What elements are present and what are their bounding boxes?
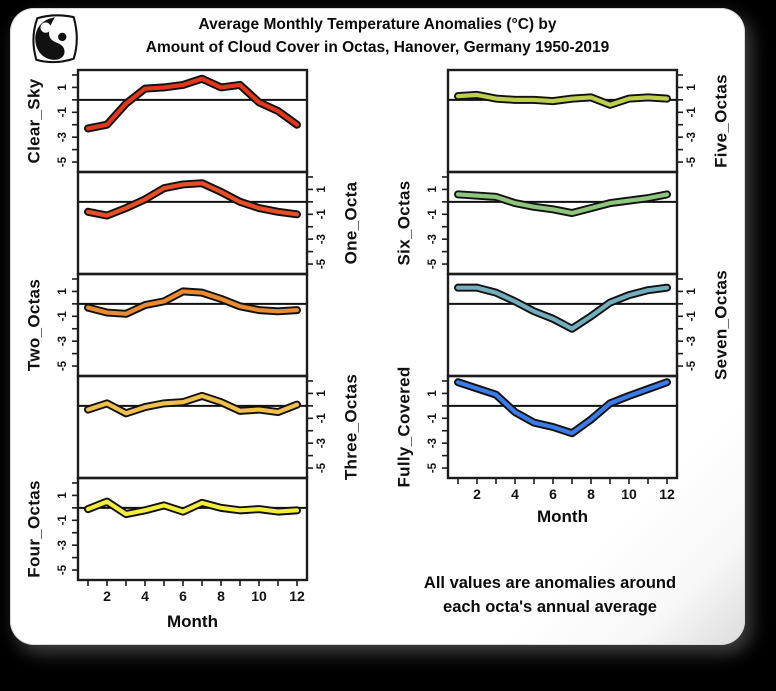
y-tick-label: 1 [316, 390, 328, 397]
panel-Three_Octas: 1 -1 -3 -5 Three_Octas [76, 374, 361, 480]
y-tick-label: 1 [57, 492, 69, 499]
y-tick-label: -1 [57, 311, 69, 322]
x-tick-label: 10 [251, 588, 267, 604]
panel-border [446, 374, 679, 480]
series-line-Two_Octas [85, 289, 300, 316]
x-tick-label: 4 [511, 486, 519, 502]
panel-label-Three_Octas: Three_Octas [342, 374, 361, 480]
y-tick-label: -1 [427, 209, 439, 220]
chart-title-line2: Amount of Cloud Cover in Octas, Hanover,… [145, 39, 610, 57]
panel-Fully_Covered: 1 -1 -3 -5 Fully_Covered [395, 366, 679, 488]
panel-Two_Octas: 1 -1 -3 -5 Two_Octas [25, 272, 309, 378]
y-tick-label: 1 [57, 84, 69, 91]
series-line-Five_Octas [455, 92, 670, 107]
y-tick-label: 1 [686, 288, 698, 295]
x-tick-label: 10 [621, 486, 637, 502]
y-tick-label: -1 [686, 311, 698, 322]
y-tick-label: -5 [316, 462, 328, 473]
panel-Clear_Sky: 1 -1 -3 -5 Clear_Sky [25, 68, 309, 174]
y-tick-label: -5 [316, 258, 328, 269]
y-tick-label: -5 [57, 564, 69, 575]
panel-Five_Octas: 1 -1 -3 -5 Five_Octas [446, 68, 731, 174]
panel-label-Six_Octas: Six_Octas [395, 181, 414, 266]
x-axis-left: 2 4 6 8 10 12 [87, 580, 305, 604]
y-tick-label: -5 [57, 156, 69, 167]
y-tick-label: -1 [427, 413, 439, 424]
y-tick-label: -3 [57, 540, 69, 550]
panel-label-Five_Octas: Five_Octas [712, 74, 731, 168]
x-tick-label: 8 [587, 486, 595, 502]
series-line-Seven_Octas [455, 285, 670, 331]
x-tick-label: 6 [179, 588, 187, 604]
series-line-Fully_Covered [455, 380, 670, 436]
y-tick-label: 1 [427, 390, 439, 397]
y-tick-label: 1 [57, 288, 69, 295]
panel-Six_Octas: 1 -1 -3 -5 Six_Octas [395, 170, 679, 276]
y-tick-label: 1 [316, 186, 328, 193]
y-tick-label: -3 [427, 234, 439, 244]
y-tick-label: -3 [686, 132, 698, 142]
panel-label-Clear_Sky: Clear_Sky [25, 78, 44, 163]
series-outline-Fully_Covered [454, 378, 671, 438]
y-tick-label: -5 [686, 360, 698, 371]
plot-card [10, 8, 745, 645]
y-tick-label: -3 [57, 132, 69, 142]
y-tick-label: -1 [316, 413, 328, 424]
logo-light-dot [40, 22, 51, 33]
y-tick-label: 1 [427, 186, 439, 193]
y-tick-label: -5 [427, 462, 439, 473]
panel-label-One_Octa: One_Octa [342, 181, 361, 264]
chart-title-line1: Average Monthly Temperature Anomalies (°… [198, 16, 557, 33]
panel-label-Four_Octas: Four_Octas [25, 480, 44, 577]
logo-dark-dot [58, 32, 67, 42]
y-tick-label: -1 [686, 107, 698, 118]
y-tick-label: -5 [57, 360, 69, 371]
series-line-Three_Octas [85, 393, 300, 416]
panel-One_Octa: 1 -1 -3 -5 One_Octa [76, 170, 361, 276]
footnote: All values are anomalies around each oct… [400, 572, 700, 620]
panel-Seven_Octas: 1 -1 -3 -5 Seven_Octas [446, 270, 731, 380]
y-tick-label: -3 [57, 336, 69, 346]
y-tick-label: -5 [427, 258, 439, 269]
x-tick-label: 6 [549, 486, 557, 502]
panel-Four_Octas: 1 -1 -3 -5 Four_Octas [25, 476, 309, 582]
y-tick-label: -3 [686, 336, 698, 346]
yin-yang-logo [32, 14, 78, 64]
series-line-Four_Octas [85, 499, 300, 517]
y-tick-label: -3 [427, 438, 439, 448]
panel-border [446, 68, 679, 174]
x-tick-label: 2 [473, 486, 481, 502]
footnote-line1: All values are anomalies around [423, 574, 677, 592]
x-tick-label: 12 [659, 486, 675, 502]
panel-border [446, 170, 679, 276]
y-tick-label: -3 [316, 234, 328, 244]
series-line-Six_Octas [455, 192, 670, 216]
panel-label-Two_Octas: Two_Octas [25, 279, 44, 371]
panel-border [76, 374, 309, 480]
chart-title: Average Monthly Temperature Anomalies (°… [10, 13, 745, 60]
x-axis-right: 2 4 6 8 10 12 [457, 478, 675, 502]
y-tick-label: -1 [57, 515, 69, 526]
y-tick-label: -1 [316, 209, 328, 220]
x-tick-label: 4 [141, 588, 149, 604]
y-tick-label: 1 [686, 84, 698, 91]
x-axis-title-right: Month [537, 507, 588, 526]
series-line-One_Octa [85, 181, 300, 218]
x-tick-label: 12 [289, 588, 305, 604]
x-axis-title-left: Month [167, 612, 218, 631]
panel-label-Fully_Covered: Fully_Covered [395, 366, 414, 487]
y-tick-label: -1 [57, 107, 69, 118]
x-tick-label: 2 [103, 588, 111, 604]
panel-border [76, 476, 309, 582]
y-tick-label: -3 [316, 438, 328, 448]
footnote-line2: each octa's annual average [443, 597, 657, 616]
x-tick-label: 8 [217, 588, 225, 604]
y-tick-label: -5 [686, 156, 698, 167]
panel-label-Seven_Octas: Seven_Octas [712, 270, 731, 380]
series-line-Clear_Sky [85, 76, 300, 131]
